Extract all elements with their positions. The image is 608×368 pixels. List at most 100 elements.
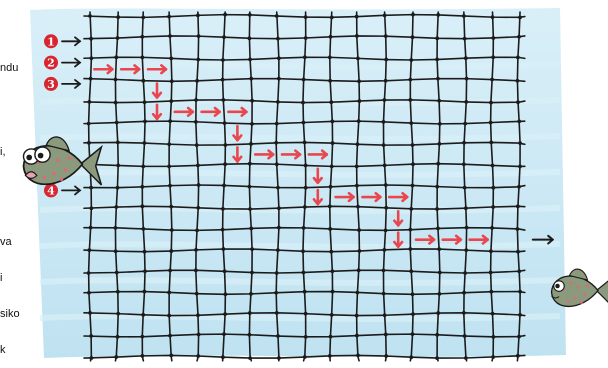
net-knot bbox=[223, 143, 227, 147]
net-knot bbox=[250, 271, 254, 275]
net-knot bbox=[87, 248, 91, 252]
net-knot bbox=[356, 354, 360, 358]
net-knot bbox=[249, 227, 253, 231]
net-knot bbox=[408, 98, 412, 102]
net-knot bbox=[277, 56, 281, 60]
net-knot bbox=[355, 314, 359, 318]
net-knot bbox=[355, 15, 359, 19]
net-knot bbox=[195, 143, 199, 147]
entry-number: 2 bbox=[47, 57, 55, 70]
net-knot bbox=[304, 312, 308, 316]
fish-spot bbox=[586, 285, 589, 288]
net-knot bbox=[357, 119, 361, 123]
net-knot bbox=[116, 15, 120, 19]
net-knot bbox=[355, 34, 359, 38]
net-knot bbox=[518, 164, 522, 168]
net-knot bbox=[435, 333, 439, 337]
net-knot bbox=[221, 207, 225, 211]
net-knot bbox=[196, 206, 200, 210]
net-knot bbox=[221, 78, 225, 82]
net-knot bbox=[301, 249, 305, 253]
net-knot bbox=[170, 228, 174, 232]
net-knot bbox=[222, 35, 226, 39]
net-knot bbox=[382, 268, 386, 272]
net-knot bbox=[304, 164, 308, 168]
net-knot bbox=[304, 15, 308, 19]
net-knot bbox=[438, 271, 442, 275]
water-background bbox=[30, 8, 566, 358]
net-knot bbox=[194, 120, 198, 124]
net-knot bbox=[302, 271, 306, 275]
net-knot bbox=[357, 228, 361, 232]
net-knot bbox=[141, 313, 145, 317]
net-knot bbox=[87, 271, 91, 275]
net-knot bbox=[435, 356, 439, 360]
net-knot bbox=[465, 226, 469, 230]
net-knot bbox=[143, 269, 147, 273]
net-knot bbox=[516, 100, 520, 104]
net-knot bbox=[411, 184, 415, 188]
net-knot bbox=[356, 205, 360, 209]
net-knot bbox=[463, 37, 467, 41]
net-knot bbox=[223, 13, 227, 17]
net-knot bbox=[276, 37, 280, 41]
net-knot bbox=[383, 13, 387, 17]
net-knot bbox=[411, 35, 415, 39]
net-knot bbox=[384, 79, 388, 83]
net-knot bbox=[168, 334, 172, 338]
net-knot bbox=[116, 141, 120, 145]
net-knot bbox=[115, 121, 119, 125]
net-knot bbox=[116, 312, 120, 316]
net-knot bbox=[116, 164, 120, 168]
net-knot bbox=[356, 56, 360, 60]
net-knot bbox=[275, 311, 279, 315]
net-knot bbox=[438, 122, 442, 126]
net-knot bbox=[195, 79, 199, 83]
net-knot bbox=[328, 79, 332, 83]
net-knot bbox=[357, 79, 361, 83]
fish-spot bbox=[64, 168, 67, 171]
net-knot bbox=[436, 311, 440, 315]
net-knot bbox=[382, 120, 386, 124]
net-knot bbox=[411, 332, 415, 336]
water-area bbox=[30, 8, 566, 358]
net-knot bbox=[408, 247, 412, 251]
net-knot bbox=[168, 119, 172, 123]
net-knot bbox=[384, 228, 388, 232]
net-knot bbox=[169, 205, 173, 209]
net-knot bbox=[382, 98, 386, 102]
net-knot bbox=[88, 14, 92, 18]
net-knot bbox=[140, 35, 144, 39]
net-knot bbox=[221, 58, 225, 62]
net-knot bbox=[437, 292, 441, 296]
net-knot bbox=[329, 335, 333, 339]
net-knot bbox=[274, 141, 278, 145]
net-knot bbox=[304, 186, 308, 190]
net-knot bbox=[115, 271, 119, 275]
entry-number: 1 bbox=[47, 35, 55, 48]
net-knot bbox=[221, 355, 225, 359]
net-knot bbox=[491, 164, 495, 168]
net-knot bbox=[518, 141, 522, 145]
fish-spot bbox=[43, 176, 46, 179]
net-knot bbox=[436, 13, 440, 17]
net-knot bbox=[141, 227, 145, 231]
net-knot bbox=[195, 292, 199, 296]
net-knot bbox=[435, 36, 439, 40]
net-knot bbox=[489, 101, 493, 105]
net-knot bbox=[463, 271, 467, 275]
net-knot bbox=[140, 185, 144, 189]
net-knot bbox=[248, 162, 252, 166]
net-knot bbox=[114, 78, 118, 82]
net-knot bbox=[223, 162, 227, 166]
net-knot bbox=[170, 79, 174, 83]
net-knot bbox=[409, 269, 413, 273]
net-knot bbox=[411, 312, 415, 316]
net-knot bbox=[437, 142, 441, 146]
net-knot bbox=[167, 291, 171, 295]
fish-spot bbox=[60, 178, 63, 181]
water-wave bbox=[40, 208, 560, 211]
net-knot bbox=[248, 333, 252, 337]
net-knot bbox=[357, 249, 361, 253]
net-knot bbox=[462, 162, 466, 166]
